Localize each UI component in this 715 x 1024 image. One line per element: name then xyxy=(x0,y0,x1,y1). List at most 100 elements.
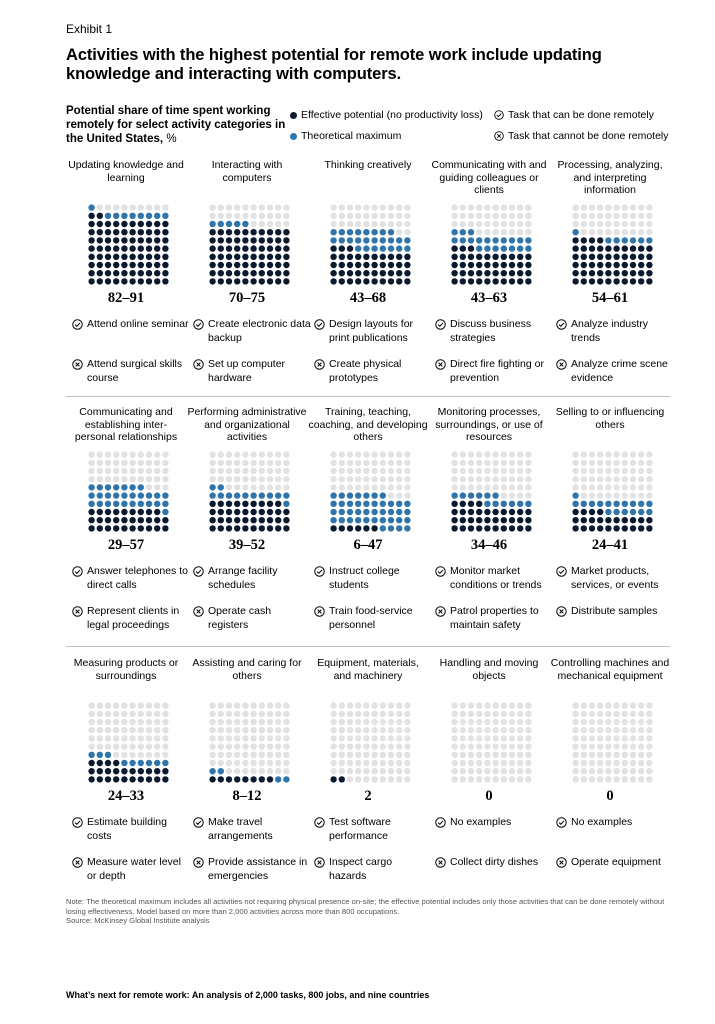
empty-dot xyxy=(266,467,274,475)
theoretical-dot xyxy=(363,500,370,507)
remote-example: Design layouts for print publications xyxy=(314,318,432,345)
range-label: 43–63 xyxy=(470,290,508,306)
empty-dot xyxy=(217,459,224,466)
theoretical-dot xyxy=(346,500,354,507)
category-cell: Interacting with computers 70–75 Create el… xyxy=(187,159,311,389)
effective-dot xyxy=(467,278,475,285)
theoretical-dot xyxy=(396,517,403,524)
empty-dot xyxy=(605,220,612,228)
empty-dot xyxy=(137,743,144,750)
empty-dot xyxy=(121,743,128,750)
effective-dot xyxy=(137,261,144,269)
empty-dot xyxy=(605,702,612,709)
x-circle-icon xyxy=(193,359,204,385)
empty-dot xyxy=(266,476,274,483)
empty-dot xyxy=(621,727,628,734)
waffle-grid xyxy=(572,204,653,285)
empty-dot xyxy=(597,776,604,783)
empty-dot xyxy=(121,727,128,734)
empty-dot xyxy=(525,702,532,709)
empty-dot xyxy=(629,459,637,466)
theoretical-dot xyxy=(88,204,95,211)
empty-dot xyxy=(613,702,620,709)
empty-dot xyxy=(145,451,153,458)
effective-dot xyxy=(379,278,386,285)
effective-dot xyxy=(96,517,103,524)
empty-dot xyxy=(476,743,483,750)
effective-dot xyxy=(467,517,475,524)
effective-dot xyxy=(154,525,161,532)
effective-dot xyxy=(88,270,95,277)
theoretical-dot xyxy=(96,484,103,491)
empty-dot xyxy=(234,476,241,483)
empty-dot xyxy=(629,492,637,499)
empty-dot xyxy=(525,710,532,717)
theoretical-dot xyxy=(137,492,144,499)
effective-dot xyxy=(525,525,532,532)
theoretical-dot xyxy=(104,751,112,758)
empty-dot xyxy=(451,204,458,211)
empty-dot xyxy=(492,459,499,466)
empty-dot xyxy=(113,451,120,458)
effective-dot xyxy=(467,261,475,269)
theoretical-dot xyxy=(88,492,95,499)
empty-dot xyxy=(346,776,354,783)
empty-dot xyxy=(638,220,645,228)
effective-dot xyxy=(346,525,354,532)
x-circle-icon xyxy=(193,606,204,632)
empty-dot xyxy=(484,759,491,767)
effective-dot xyxy=(572,270,579,277)
effective-dot xyxy=(137,278,144,285)
empty-dot xyxy=(355,759,362,767)
empty-dot xyxy=(113,467,120,475)
theoretical-dot xyxy=(363,237,370,244)
effective-dot xyxy=(346,253,354,260)
effective-dot xyxy=(250,500,257,507)
empty-dot xyxy=(217,759,224,767)
empty-dot xyxy=(379,467,386,475)
empty-dot xyxy=(330,212,337,219)
empty-dot xyxy=(330,751,337,758)
check-circle-icon xyxy=(314,566,325,592)
empty-dot xyxy=(96,702,103,709)
effective-dot xyxy=(121,229,128,236)
empty-dot xyxy=(451,467,458,475)
effective-dot xyxy=(266,245,274,252)
onsite-example-text: Create physical prototypes xyxy=(329,358,402,384)
empty-dot xyxy=(113,735,120,742)
empty-dot xyxy=(492,759,499,767)
empty-dot xyxy=(572,212,579,219)
effective-dot xyxy=(346,245,354,252)
empty-dot xyxy=(646,727,653,734)
empty-dot xyxy=(387,484,395,491)
empty-dot xyxy=(363,220,370,228)
effective-dot xyxy=(217,245,224,252)
empty-dot xyxy=(154,735,161,742)
remote-example: Analyze industry trends xyxy=(556,318,674,345)
empty-dot xyxy=(404,776,411,783)
empty-dot xyxy=(467,702,475,709)
empty-dot xyxy=(629,212,637,219)
effective-dot xyxy=(266,500,274,507)
empty-dot xyxy=(162,451,169,458)
effective-dot xyxy=(476,253,483,260)
effective-dot xyxy=(283,525,290,532)
empty-dot xyxy=(597,710,604,717)
empty-dot xyxy=(467,759,475,767)
effective-dot xyxy=(121,261,128,269)
effective-dot xyxy=(629,253,637,260)
empty-dot xyxy=(605,229,612,236)
effective-dot xyxy=(137,776,144,783)
empty-dot xyxy=(363,476,370,483)
effective-dot xyxy=(104,508,112,516)
effective-dot xyxy=(121,220,128,228)
empty-dot xyxy=(597,467,604,475)
effective-dot xyxy=(387,261,395,269)
empty-dot xyxy=(242,702,249,709)
empty-dot xyxy=(638,735,645,742)
empty-dot xyxy=(330,459,337,466)
empty-dot xyxy=(404,718,411,726)
empty-dot xyxy=(250,451,257,458)
effective-dot xyxy=(88,220,95,228)
empty-dot xyxy=(500,212,507,219)
